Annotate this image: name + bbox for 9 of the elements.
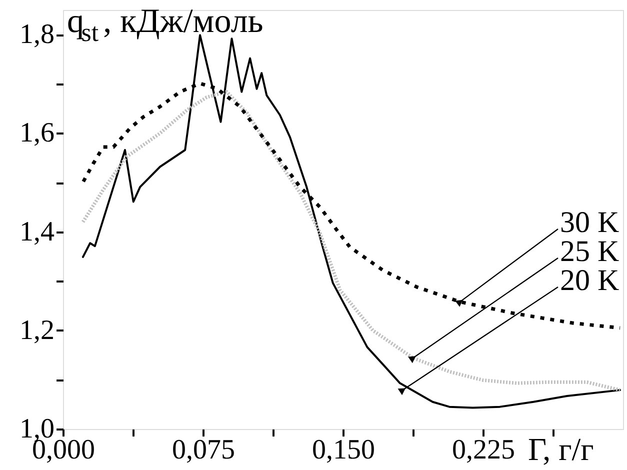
y-tick-label: 1,2 — [20, 314, 54, 346]
y-tick-label: 1,8 — [20, 19, 54, 50]
x-tick-label: 0,150 — [312, 434, 375, 466]
line-series — [81, 90, 622, 392]
y-tick-label: 1,4 — [20, 216, 54, 248]
y-tick-label: 1,6 — [20, 118, 54, 149]
x-tick-label: 0,225 — [452, 434, 515, 466]
x-axis-title: Γ, г/г — [528, 431, 594, 467]
x-tick-label: 0,075 — [172, 434, 235, 466]
